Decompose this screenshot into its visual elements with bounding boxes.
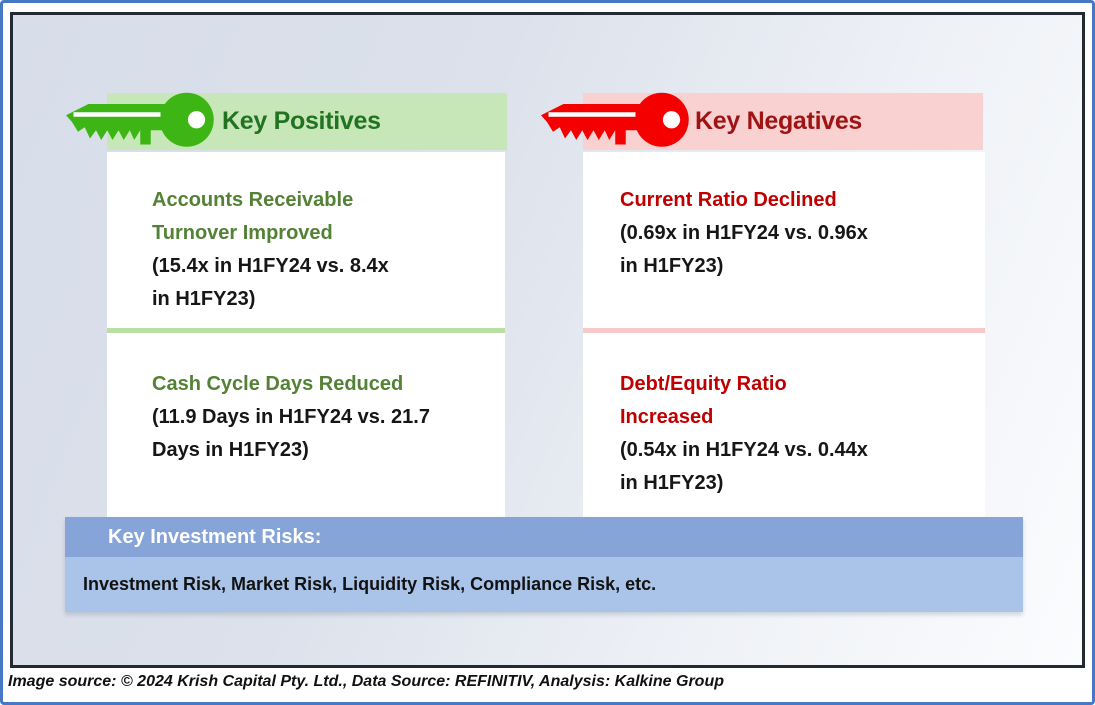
item-heading-line: Increased <box>620 406 714 428</box>
investment-risks-list: Investment Risk, Market Risk, Liquidity … <box>65 557 1023 612</box>
item-heading-line: Turnover Improved <box>152 222 333 244</box>
item-detail-line: in H1FY23) <box>620 472 724 494</box>
item-detail-line: in H1FY23) <box>152 288 256 310</box>
item-heading-line: Cash Cycle Days Reduced <box>152 373 404 395</box>
negative-item-1: Current Ratio Declined (0.69x in H1FY24 … <box>620 184 868 283</box>
item-detail-line: (0.54x in H1FY24 vs. 0.44x <box>620 439 868 461</box>
key-icon <box>541 92 691 149</box>
item-detail-line: (11.9 Days in H1FY24 vs. 21.7 <box>152 406 430 428</box>
investment-risks-title: Key Investment Risks: <box>65 517 1023 557</box>
item-heading-line: Current Ratio Declined <box>620 189 837 211</box>
positives-card <box>107 152 505 517</box>
item-heading-line: Debt/Equity Ratio <box>620 373 787 395</box>
attribution-text: Image source: © 2024 Krish Capital Pty. … <box>8 673 724 690</box>
card-divider <box>583 328 985 333</box>
key-negatives-title: Key Negatives <box>695 107 863 135</box>
positive-item-2: Cash Cycle Days Reduced (11.9 Days in H1… <box>152 368 430 467</box>
negatives-card <box>583 152 985 517</box>
positive-item-1: Accounts Receivable Turnover Improved (1… <box>152 184 389 316</box>
negative-item-2: Debt/Equity Ratio Increased (0.54x in H1… <box>620 368 868 500</box>
investment-risks-section: Key Investment Risks: Investment Risk, M… <box>65 517 1023 612</box>
item-detail-line: (15.4x in H1FY24 vs. 8.4x <box>152 255 389 277</box>
item-detail-line: in H1FY23) <box>620 255 724 277</box>
item-detail-line: (0.69x in H1FY24 vs. 0.96x <box>620 222 868 244</box>
item-heading-line: Accounts Receivable <box>152 189 354 211</box>
key-positives-title: Key Positives <box>222 107 381 135</box>
key-icon <box>66 92 216 149</box>
item-detail-line: Days in H1FY23) <box>152 439 309 461</box>
card-divider <box>107 328 505 333</box>
